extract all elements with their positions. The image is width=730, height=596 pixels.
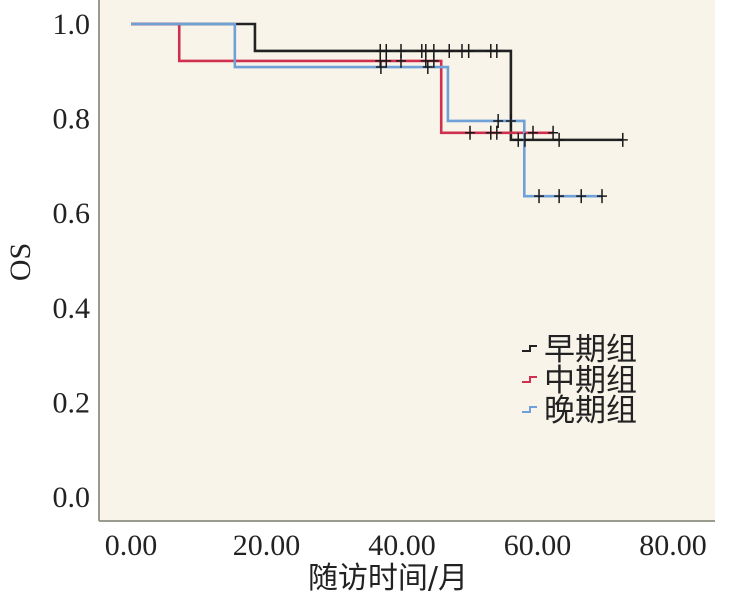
legend-label: 早期组	[544, 332, 637, 368]
legend-label: 晚期组	[544, 393, 637, 429]
legend-label: 中期组	[544, 363, 637, 399]
censor-mark	[548, 125, 559, 140]
censor-mark	[534, 189, 545, 204]
x-tick-label: 40.00	[368, 529, 436, 562]
plot-background	[99, 0, 715, 521]
censor-mark	[554, 189, 565, 204]
censor-mark	[491, 43, 502, 58]
censor-mark	[493, 113, 504, 128]
censor-mark	[491, 125, 502, 140]
censor-mark	[519, 132, 530, 147]
censor-mark	[422, 60, 433, 75]
censor-mark	[554, 132, 565, 147]
censor-mark	[465, 125, 476, 140]
x-tick-label: 80.00	[639, 529, 707, 562]
y-tick-label: 0.6	[53, 197, 91, 230]
x-tick-label: 60.00	[504, 529, 572, 562]
legend-symbol	[522, 406, 537, 413]
legend-symbol	[522, 345, 537, 352]
y-tick-label: 1.0	[53, 8, 91, 41]
x-tick-label: 0.00	[105, 529, 158, 562]
y-axis-label: OS	[4, 243, 37, 281]
censor-mark	[505, 113, 516, 128]
survival-curve-3	[131, 22, 603, 198]
censor-mark	[576, 189, 587, 204]
censor-mark	[463, 43, 474, 58]
x-axis-label: 随访时间/月	[308, 561, 468, 596]
y-tick-label: 0.2	[53, 386, 91, 419]
x-tick-label: 20.00	[233, 529, 301, 562]
y-tick-label: 0.8	[53, 103, 91, 136]
censor-mark	[428, 53, 439, 68]
censor-mark	[597, 189, 608, 204]
censor-mark	[444, 43, 455, 58]
y-tick-label: 0.0	[53, 481, 91, 514]
censor-mark	[396, 53, 407, 68]
y-tick-label: 0.4	[53, 292, 91, 325]
censor-mark	[375, 60, 386, 75]
censor-mark	[528, 125, 538, 140]
censor-mark	[617, 132, 628, 147]
censor-mark	[381, 53, 392, 68]
legend-symbol	[522, 376, 537, 383]
